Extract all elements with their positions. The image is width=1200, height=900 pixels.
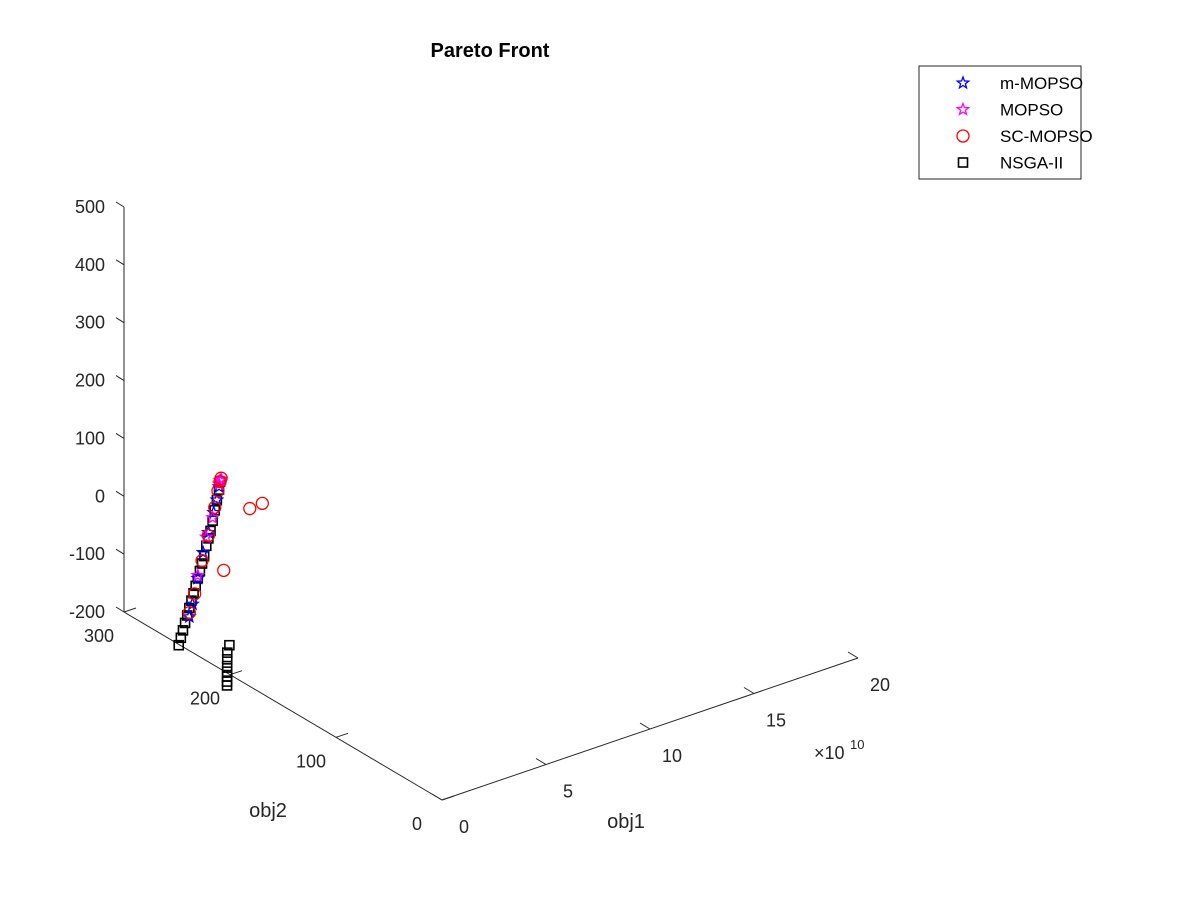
y-axis-label: obj2 bbox=[249, 800, 287, 822]
data-point bbox=[175, 632, 187, 644]
z-tick-label: 100 bbox=[75, 428, 105, 448]
x-tick bbox=[743, 687, 755, 694]
data-point bbox=[211, 484, 225, 498]
z-tick-label: 500 bbox=[75, 197, 105, 217]
axis-ticks bbox=[115, 201, 859, 801]
legend: m-MOPSO MOPSO SC-MOPSO NSGA-II bbox=[918, 65, 1093, 180]
data-points bbox=[173, 471, 269, 691]
data-point bbox=[177, 625, 189, 636]
y-tick-label: 200 bbox=[190, 689, 220, 709]
chart-title: Pareto Front bbox=[431, 40, 550, 62]
y-tick-label: 100 bbox=[296, 751, 326, 771]
z-tick-label: -200 bbox=[69, 602, 105, 622]
data-point bbox=[190, 570, 206, 585]
data-point bbox=[255, 496, 269, 511]
data-point bbox=[208, 500, 222, 515]
data-point bbox=[205, 509, 221, 525]
z-tick-label: 300 bbox=[75, 313, 105, 333]
z-tick-label: 200 bbox=[75, 371, 105, 391]
y-tick bbox=[123, 607, 137, 613]
data-point bbox=[179, 617, 191, 629]
legend-marker bbox=[956, 129, 970, 143]
legend-label: SC-MOPSO bbox=[1000, 127, 1093, 146]
z-tick bbox=[115, 317, 125, 324]
legend-item: SC-MOPSO bbox=[956, 127, 1093, 146]
data-point bbox=[221, 654, 233, 665]
data-point bbox=[185, 596, 200, 611]
data-point bbox=[221, 660, 233, 672]
z-tick bbox=[115, 201, 125, 208]
x-axis-exponent: ×10 10 bbox=[814, 737, 864, 763]
y-tick bbox=[441, 795, 455, 801]
z-tick bbox=[115, 490, 125, 497]
x-exponent-base: ×10 bbox=[814, 743, 845, 763]
series-sc-mopso bbox=[182, 471, 269, 620]
x-tick bbox=[535, 758, 547, 765]
x-tick bbox=[431, 793, 443, 801]
data-point bbox=[213, 474, 227, 489]
axis-tick-labels: 051015200100200300-200-10001002003004005… bbox=[69, 197, 890, 837]
z-tick bbox=[115, 375, 125, 381]
x-exponent-power: 10 bbox=[850, 737, 864, 752]
y-axis-line bbox=[123, 611, 443, 801]
data-point bbox=[173, 639, 185, 651]
z-tick-label: -100 bbox=[69, 544, 105, 564]
data-point bbox=[186, 595, 197, 606]
legend-label: MOPSO bbox=[1000, 101, 1063, 120]
legend-item: MOPSO bbox=[955, 101, 1063, 120]
data-point bbox=[182, 606, 196, 620]
x-tick bbox=[847, 651, 859, 659]
y-tick-label: 300 bbox=[84, 626, 114, 646]
series-nsga-ii bbox=[173, 476, 235, 691]
legend-marker bbox=[957, 157, 969, 168]
x-tick-label: 10 bbox=[662, 746, 682, 766]
z-tick-label: 0 bbox=[95, 486, 105, 506]
z-tick bbox=[115, 548, 125, 555]
data-point bbox=[221, 680, 233, 691]
z-tick bbox=[115, 433, 125, 439]
data-point bbox=[190, 580, 201, 592]
x-tick-label: 20 bbox=[870, 675, 890, 695]
x-tick-label: 15 bbox=[766, 711, 786, 731]
y-tick-label: 0 bbox=[412, 814, 422, 834]
legend-marker bbox=[955, 75, 971, 90]
data-point bbox=[201, 528, 216, 543]
y-tick bbox=[335, 732, 349, 738]
axes-lines bbox=[123, 207, 859, 801]
legend-item: NSGA-II bbox=[957, 154, 1063, 173]
z-tick-label: 400 bbox=[75, 255, 105, 275]
data-point bbox=[221, 647, 233, 658]
legend-label: NSGA-II bbox=[1000, 154, 1063, 173]
data-point bbox=[243, 501, 257, 516]
legend-box bbox=[918, 65, 1082, 180]
legend-marker bbox=[955, 101, 971, 116]
data-point bbox=[209, 492, 225, 507]
data-point bbox=[196, 558, 208, 569]
data-point bbox=[195, 553, 209, 568]
legend-item: m-MOPSO bbox=[955, 74, 1083, 93]
z-tick bbox=[115, 606, 125, 613]
data-point bbox=[224, 639, 235, 651]
data-point bbox=[190, 567, 206, 582]
legend-label: m-MOPSO bbox=[1000, 74, 1083, 93]
x-axis-label: obj1 bbox=[607, 811, 645, 833]
data-point bbox=[217, 563, 231, 578]
x-tick-label: 5 bbox=[563, 782, 573, 802]
x-tick-label: 0 bbox=[459, 817, 469, 837]
data-point bbox=[187, 587, 202, 601]
z-tick bbox=[115, 259, 125, 266]
x-tick bbox=[639, 722, 651, 730]
